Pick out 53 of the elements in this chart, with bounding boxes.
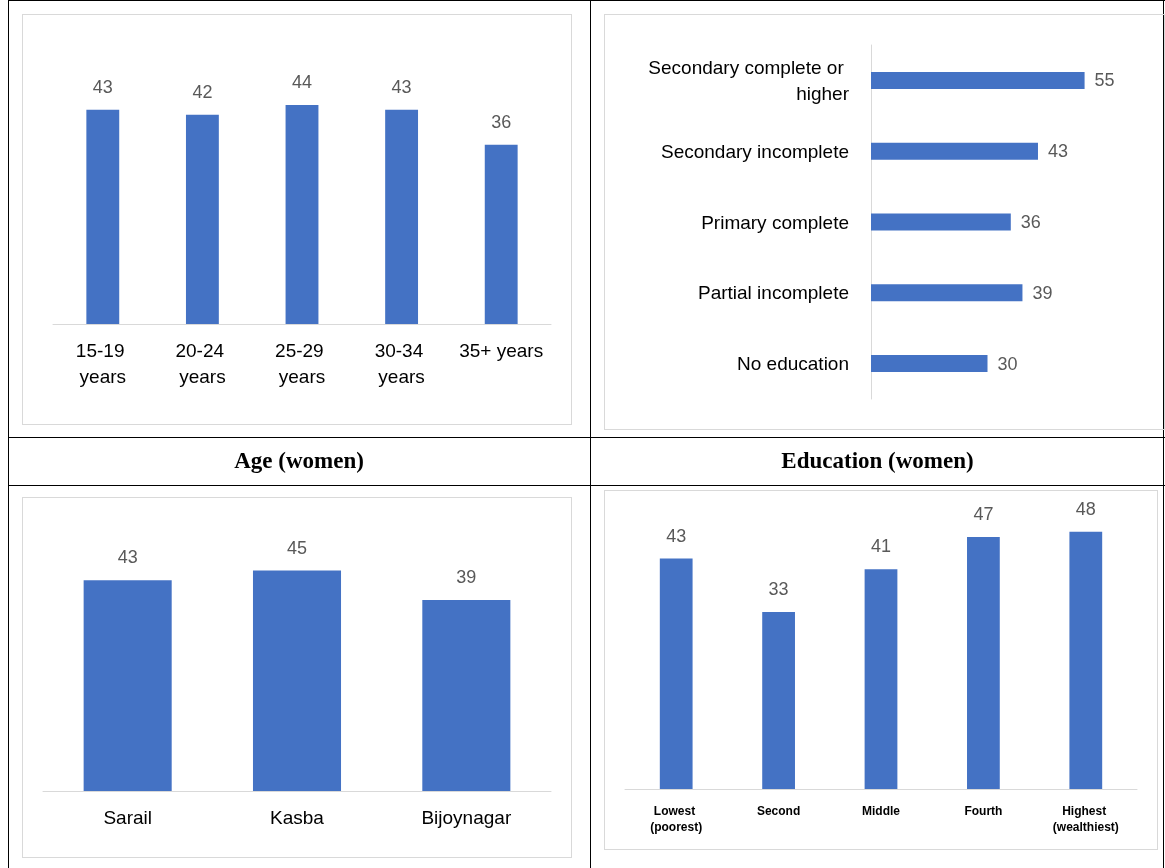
bar [871,355,988,373]
y-tick-label: Secondary complete or higher [648,57,850,104]
bar [1069,531,1103,789]
bar [864,569,898,789]
x-tick-label: Kasba [270,807,325,829]
bar [871,71,1085,89]
bar [185,114,219,324]
x-tick-label: 15-19 years [75,340,130,387]
bar [762,612,795,789]
bar [871,284,1023,302]
bar [285,104,319,324]
data-label: 36 [491,111,512,132]
bar [484,144,518,324]
x-tick-label: Second [756,804,801,819]
y-tick-label: Primary complete [701,211,849,233]
data-label: 41 [870,536,892,557]
data-label: 42 [192,81,213,102]
bar [967,537,1000,789]
data-label: 47 [973,504,994,525]
text: Age (women) [233,447,365,475]
data-label: 33 [768,579,789,600]
x-tick-label: Bijoynagar [421,807,512,829]
x-tick-label: 25-29 years [275,340,329,387]
data-label: 39 [1032,282,1053,303]
x-tick-label: Sarail [103,807,152,829]
x-tick-label: Highest (wealthiest) [1052,804,1119,835]
data-label: 36 [1020,212,1041,232]
data-label: 55 [1094,70,1115,91]
data-label: 43 [92,76,113,97]
data-label: 44 [291,71,313,92]
data-label: 43 [391,76,412,97]
text: Education (women) [780,447,975,475]
data-label: 48 [1075,498,1096,519]
bar [86,109,120,324]
data-label: 43 [117,547,138,568]
bar [659,558,693,789]
x-tick-label: Fourth [964,804,1003,819]
x-tick-label: Lowest (poorest) [650,804,703,835]
x-tick-label: Middle [862,804,901,819]
y-tick-label: No education [737,353,849,375]
data-label: 39 [456,566,477,587]
y-tick-label: Secondary incomplete [661,140,849,162]
x-tick-label: 35+ years [459,340,544,362]
bar [871,142,1038,160]
data-label: 30 [997,353,1018,374]
x-tick-label: 20-24 years [175,340,230,387]
x-tick-label: 30-34 years [374,340,429,387]
bar [385,109,419,324]
data-label: 45 [286,537,308,558]
bar [871,213,1011,231]
y-tick-label: Partial incomplete [697,282,849,304]
data-label: 43 [1047,141,1069,162]
data-label: 43 [666,525,687,546]
